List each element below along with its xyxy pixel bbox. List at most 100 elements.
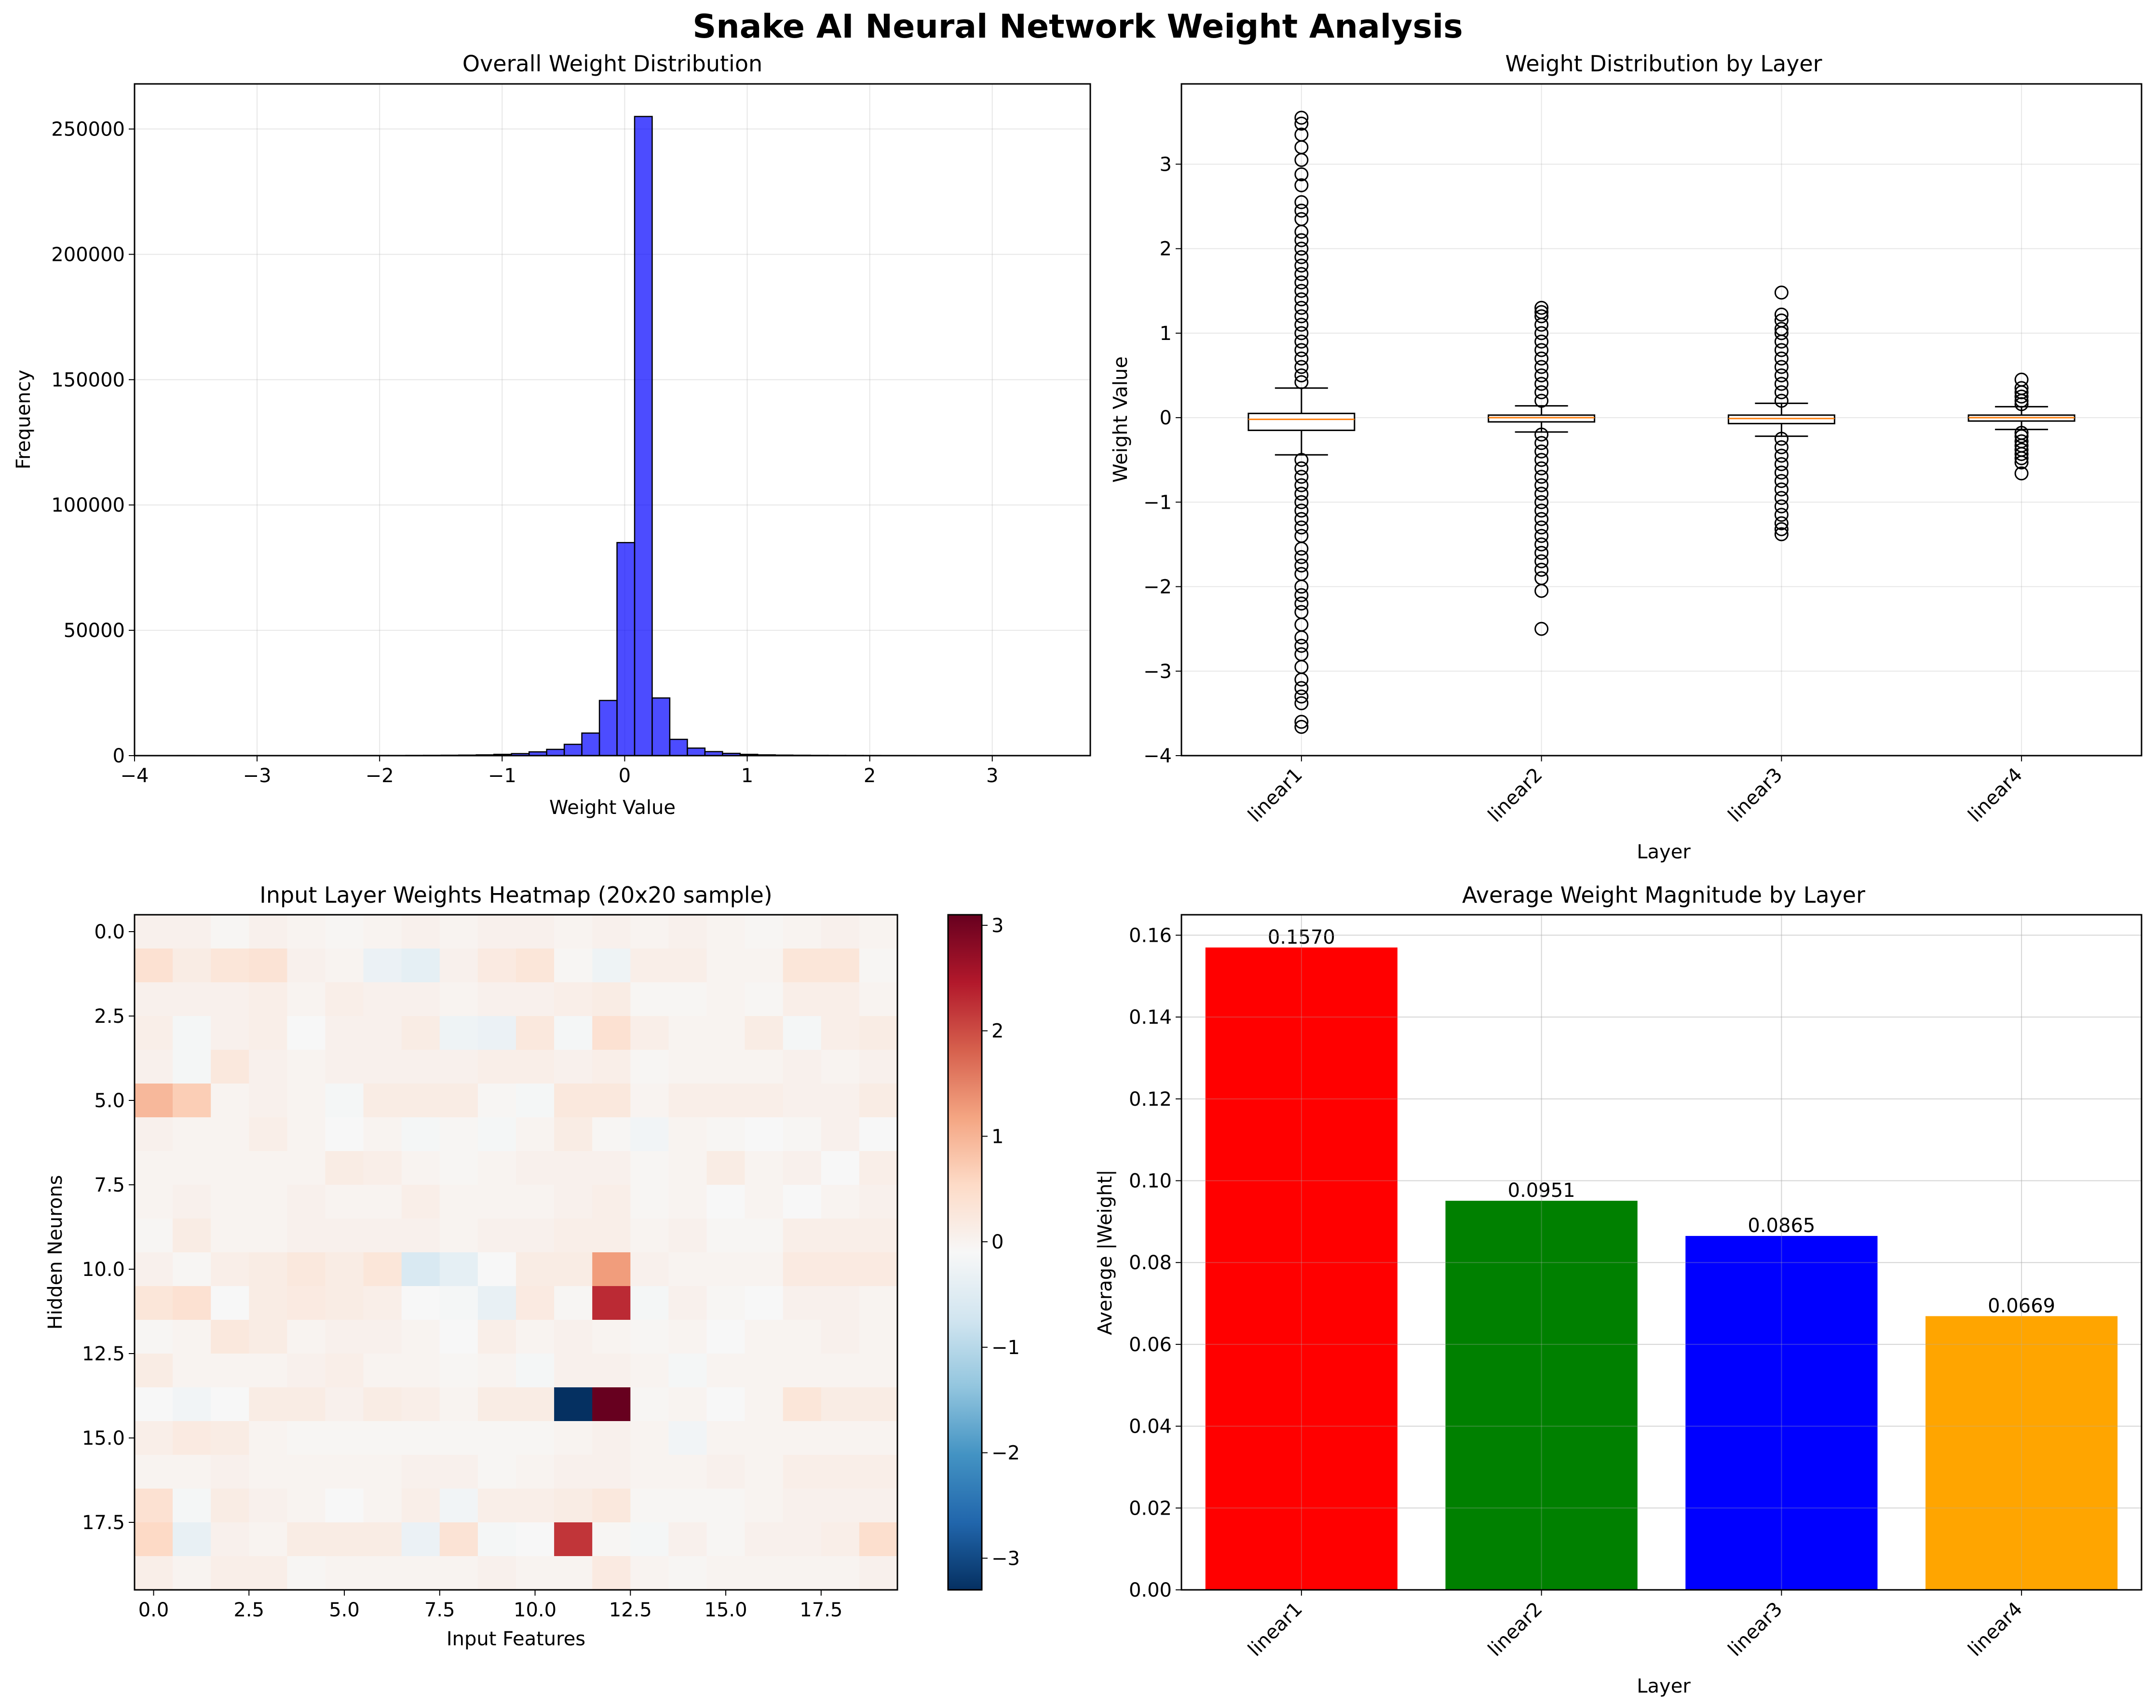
heatmap-cell bbox=[401, 1556, 440, 1590]
boxplot-outlier bbox=[1534, 503, 1549, 518]
histogram-bar bbox=[563, 744, 583, 757]
heatmap-cell bbox=[554, 982, 593, 1017]
histogram-xtick-label: 1 bbox=[741, 765, 753, 787]
histogram-ytick-label: 200000 bbox=[51, 244, 125, 266]
barchart-bar bbox=[1685, 1236, 1878, 1590]
histogram-bar bbox=[616, 542, 636, 757]
histogram-bar bbox=[546, 748, 565, 757]
histogram-ytick-label: 50000 bbox=[64, 620, 125, 642]
heatmap-cell bbox=[592, 1252, 631, 1287]
heatmap-cell bbox=[630, 982, 669, 1017]
colorbar-tick-label: −1 bbox=[991, 1337, 1020, 1359]
heatmap-cell bbox=[821, 1252, 860, 1287]
heatmap-cell bbox=[211, 1556, 249, 1590]
heatmap-cell bbox=[554, 1354, 593, 1388]
boxplot-outlier bbox=[2014, 466, 2029, 481]
heatmap-cell bbox=[173, 1556, 211, 1590]
heatmap-cell bbox=[554, 1522, 593, 1557]
heatmap-cell bbox=[592, 1522, 631, 1557]
heatmap-cell bbox=[363, 1387, 402, 1422]
heatmap-frame bbox=[134, 914, 898, 1591]
heatmap-cell bbox=[401, 915, 440, 949]
heatmap-cell bbox=[325, 1556, 364, 1590]
heatmap-cell bbox=[668, 949, 707, 983]
boxplot-outlier bbox=[1534, 305, 1549, 319]
heatmap-cell bbox=[821, 1117, 860, 1152]
heatmap-cell bbox=[211, 1016, 249, 1050]
boxplot-outlier bbox=[1294, 672, 1309, 687]
heatmap-cell bbox=[516, 1320, 555, 1354]
heatmap-cell bbox=[668, 1185, 707, 1219]
boxplot-outlier bbox=[1534, 487, 1549, 501]
heatmap-cell bbox=[173, 1522, 211, 1557]
boxplot-outlier bbox=[2014, 429, 2029, 444]
heatmap-cell bbox=[592, 1016, 631, 1050]
boxplot-outlier bbox=[2014, 389, 2029, 404]
heatmap-cell bbox=[630, 1016, 669, 1050]
heatmap-cell bbox=[630, 1050, 669, 1084]
barchart-panel: Average Weight Magnitude by Layer 0.1570… bbox=[1094, 882, 2142, 1697]
heatmap-cell bbox=[706, 1489, 746, 1523]
heatmap-cell bbox=[859, 1556, 898, 1590]
boxplot-title: Weight Distribution by Layer bbox=[1505, 51, 1822, 77]
boxplot-outlier bbox=[1534, 343, 1549, 357]
heatmap-cell bbox=[859, 1016, 898, 1050]
heatmap-cell bbox=[173, 1387, 211, 1422]
heatmap-cell bbox=[745, 1117, 784, 1152]
barchart-bar bbox=[1445, 1201, 1638, 1590]
boxplot-outlier bbox=[1294, 300, 1309, 315]
barchart-value-label: 0.0669 bbox=[1988, 1295, 2055, 1317]
heatmap-cell bbox=[135, 1185, 173, 1219]
boxplot-outlier bbox=[1294, 681, 1309, 695]
boxplot-outlier bbox=[1534, 351, 1549, 366]
boxplot-outlier bbox=[1774, 508, 1789, 522]
heatmap-cell bbox=[287, 1421, 325, 1455]
colorbar bbox=[947, 914, 983, 1591]
heatmap-cell bbox=[706, 1016, 746, 1050]
heatmap-cell bbox=[325, 1050, 364, 1084]
heatmap-cell bbox=[325, 1286, 364, 1320]
heatmap-cell bbox=[516, 1084, 555, 1118]
heatmap-cell bbox=[821, 982, 860, 1017]
heatmap-cell bbox=[592, 1286, 631, 1320]
heatmap-cell bbox=[287, 1252, 325, 1287]
heatmap-cell bbox=[325, 1117, 364, 1152]
heatmap-cell bbox=[630, 1455, 669, 1489]
heatmap-cell bbox=[287, 1286, 325, 1320]
heatmap-cell bbox=[249, 1455, 287, 1489]
heatmap-xlabel: Input Features bbox=[447, 1628, 585, 1650]
colorbar-tick-label: −3 bbox=[991, 1547, 1020, 1570]
boxplot-outlier bbox=[1294, 542, 1309, 556]
boxplot-outlier bbox=[1294, 343, 1309, 357]
heatmap-cell bbox=[745, 1050, 784, 1084]
heatmap-cell bbox=[401, 1320, 440, 1354]
heatmap-cell bbox=[211, 1252, 249, 1287]
heatmap-cell bbox=[173, 1489, 211, 1523]
heatmap-cell bbox=[592, 915, 631, 949]
heatmap-cell bbox=[211, 1522, 249, 1557]
heatmap-cell bbox=[401, 1286, 440, 1320]
boxplot-outlier bbox=[1294, 512, 1309, 526]
heatmap-cell bbox=[363, 1219, 402, 1253]
heatmap-cell bbox=[706, 982, 746, 1017]
heatmap-cell bbox=[363, 1522, 402, 1557]
boxplot-outlier bbox=[1534, 545, 1549, 560]
heatmap-cell bbox=[287, 1151, 325, 1185]
boxplot-outlier bbox=[1774, 457, 1789, 471]
heatmap-cell bbox=[745, 1185, 784, 1219]
heatmap-cell bbox=[516, 1489, 555, 1523]
boxplot-outlier bbox=[1294, 351, 1309, 366]
histogram-grid bbox=[134, 84, 1090, 756]
heatmap-cell bbox=[325, 1421, 364, 1455]
barchart-frame bbox=[1180, 914, 2142, 1591]
heatmap-cell bbox=[745, 1556, 784, 1590]
heatmap-cell bbox=[821, 1354, 860, 1388]
heatmap-cell bbox=[821, 1016, 860, 1050]
boxplot-outlier bbox=[1774, 465, 1789, 480]
heatmap-cell bbox=[325, 1016, 364, 1050]
heatmap-cell bbox=[821, 949, 860, 983]
heatmap-cell bbox=[363, 1421, 402, 1455]
heatmap-cell bbox=[706, 949, 746, 983]
boxplot-ytick-label: 0 bbox=[1160, 407, 1172, 429]
